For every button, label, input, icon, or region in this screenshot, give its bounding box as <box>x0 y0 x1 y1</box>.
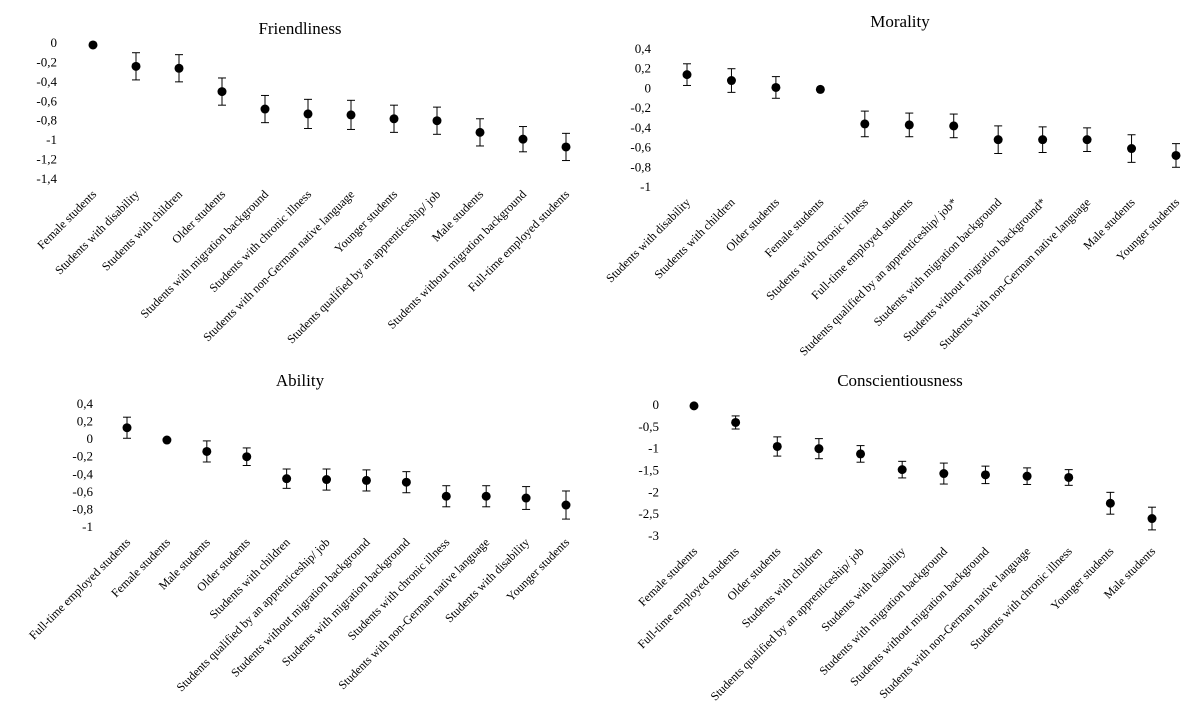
y-tick-label: -1 <box>46 132 57 147</box>
y-tick-label: 0 <box>87 431 94 446</box>
data-point <box>689 401 699 411</box>
y-tick-label: -3 <box>648 528 659 543</box>
data-point <box>1127 144 1137 154</box>
data-point <box>475 127 485 137</box>
y-tick-label: -2 <box>648 484 659 499</box>
data-point <box>814 444 824 454</box>
data-point <box>122 423 132 433</box>
category-label: Students with non-German native language <box>200 187 357 344</box>
data-point <box>441 491 451 501</box>
y-tick-label: -0,8 <box>72 501 93 516</box>
data-point <box>682 70 692 80</box>
y-tick-label: 0 <box>51 35 58 50</box>
data-point <box>1082 135 1092 145</box>
data-point <box>949 121 959 131</box>
y-tick-label: -0,8 <box>630 159 651 174</box>
data-point <box>1147 514 1157 524</box>
chart-panel-ability: Ability0,40,20-0,2-0,4-0,6-0,8-1Full-tim… <box>26 371 572 694</box>
data-point <box>561 500 571 510</box>
y-tick-label: 0 <box>653 397 660 412</box>
chart-title: Morality <box>870 12 930 31</box>
y-tick-label: -1 <box>648 441 659 456</box>
y-tick-label: -0,8 <box>36 113 57 128</box>
data-point <box>1105 498 1115 508</box>
data-point <box>726 76 736 86</box>
y-tick-label: -1 <box>82 519 93 534</box>
data-point <box>303 109 313 119</box>
y-tick-label: -0,4 <box>72 466 93 481</box>
category-label: Students with non-German native language <box>876 544 1033 701</box>
data-point <box>389 114 399 124</box>
data-point <box>856 449 866 459</box>
y-tick-label: -1,5 <box>638 463 659 478</box>
data-point <box>346 110 356 120</box>
data-point <box>904 120 914 130</box>
y-tick-label: -0,6 <box>36 93 57 108</box>
y-tick-label: 0 <box>645 80 652 95</box>
y-tick-label: -0,2 <box>630 100 651 115</box>
y-tick-label: 0,4 <box>635 41 652 56</box>
data-point <box>1022 471 1032 481</box>
data-point <box>282 474 292 484</box>
category-label: Students with disability <box>603 195 693 285</box>
y-tick-label: -0,4 <box>36 74 57 89</box>
data-point <box>860 119 870 129</box>
y-tick-label: -2,5 <box>638 506 659 521</box>
y-tick-label: 0,2 <box>77 414 93 429</box>
category-label: Students with children <box>99 187 185 273</box>
data-point <box>162 435 172 445</box>
data-point <box>481 491 491 501</box>
data-point <box>88 40 98 50</box>
data-point <box>939 469 949 479</box>
data-point <box>432 116 442 126</box>
data-point <box>242 452 252 462</box>
data-point <box>731 417 741 427</box>
y-tick-label: -0,5 <box>638 419 659 434</box>
data-point <box>980 470 990 480</box>
chart-title: Conscientiousness <box>837 371 963 390</box>
y-tick-label: -1 <box>640 179 651 194</box>
chart-panel-friendliness: Friendliness0-0,2-0,4-0,6-0,8-1-1,2-1,4F… <box>34 19 572 346</box>
category-label: Students with children <box>739 544 825 630</box>
data-point <box>217 87 227 97</box>
data-point <box>771 82 781 92</box>
y-tick-label: -1,2 <box>36 152 57 167</box>
y-tick-label: -0,6 <box>72 484 93 499</box>
y-tick-label: -0,6 <box>630 140 651 155</box>
category-label: Students with children <box>651 195 737 281</box>
data-point <box>202 446 212 456</box>
y-tick-label: -0,4 <box>630 120 651 135</box>
data-point <box>993 135 1003 145</box>
category-label: Students qualified by an apprenticeship/… <box>284 187 443 346</box>
data-point <box>815 84 825 94</box>
y-tick-label: -0,2 <box>36 54 57 69</box>
data-point <box>174 63 184 73</box>
data-point <box>561 142 571 152</box>
data-point <box>361 475 371 485</box>
data-point <box>131 61 141 71</box>
y-tick-label: -1,4 <box>36 171 57 186</box>
category-label: Students with disability <box>52 187 142 277</box>
data-point <box>322 475 332 485</box>
chart-panel-morality: Morality0,40,20-0,2-0,4-0,6-0,8-1Student… <box>603 12 1182 359</box>
data-point <box>260 104 270 114</box>
data-point <box>518 134 528 144</box>
data-point <box>1064 472 1074 482</box>
data-point <box>772 441 782 451</box>
chart-title: Ability <box>276 371 325 390</box>
chart-title: Friendliness <box>258 19 341 38</box>
chart-panel-conscientiousness: Conscientiousness0-0,5-1-1,5-2-2,5-3Fema… <box>635 371 1159 703</box>
category-label: Students qualified by an apprenticeship/… <box>708 544 867 703</box>
y-tick-label: -0,2 <box>72 449 93 464</box>
data-point <box>1171 150 1181 160</box>
y-tick-label: 0,4 <box>77 396 94 411</box>
y-tick-label: 0,2 <box>635 61 651 76</box>
data-point <box>1038 135 1048 145</box>
data-point <box>897 465 907 475</box>
data-point <box>521 493 531 503</box>
category-label: Students qualified by an apprenticeship/… <box>797 195 960 358</box>
data-point <box>401 477 411 487</box>
